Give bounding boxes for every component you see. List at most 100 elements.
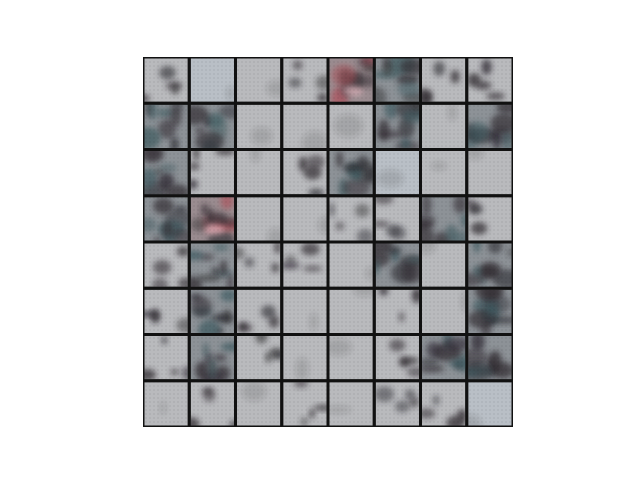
- tile: [144, 382, 188, 426]
- tile-texture: [144, 58, 188, 102]
- tile: [422, 382, 466, 426]
- tile-texture: [468, 336, 512, 380]
- tile-texture: [422, 197, 466, 241]
- tile: [283, 336, 327, 380]
- tile-texture: [190, 151, 234, 195]
- tile: [375, 289, 419, 333]
- tile-texture: [144, 151, 188, 195]
- tile-texture: [237, 151, 281, 195]
- tile: [329, 336, 373, 380]
- tile-texture: [468, 382, 512, 426]
- tile-texture: [144, 289, 188, 333]
- tile: [329, 151, 373, 195]
- tile: [375, 104, 419, 148]
- tile-texture: [283, 243, 327, 287]
- tile: [329, 58, 373, 102]
- tile-texture: [237, 104, 281, 148]
- tile: [468, 151, 512, 195]
- tile: [375, 382, 419, 426]
- tile-texture: [190, 382, 234, 426]
- tile-texture: [237, 197, 281, 241]
- tile: [190, 336, 234, 380]
- tile: [144, 289, 188, 333]
- tile-texture: [237, 58, 281, 102]
- tile: [422, 151, 466, 195]
- tile: [375, 336, 419, 380]
- tile-texture: [329, 243, 373, 287]
- tile: [468, 382, 512, 426]
- tile: [144, 151, 188, 195]
- tile-texture: [422, 58, 466, 102]
- tile-texture: [329, 289, 373, 333]
- tile: [144, 197, 188, 241]
- tile: [468, 58, 512, 102]
- tile-texture: [237, 243, 281, 287]
- tile: [468, 243, 512, 287]
- tile: [422, 336, 466, 380]
- tile: [422, 197, 466, 241]
- tile-texture: [190, 58, 234, 102]
- tile-texture: [144, 243, 188, 287]
- tile: [329, 197, 373, 241]
- tile-texture: [422, 289, 466, 333]
- tile-texture: [144, 336, 188, 380]
- tile-texture: [283, 151, 327, 195]
- tile-texture: [468, 243, 512, 287]
- tile-texture: [375, 104, 419, 148]
- tile-texture: [144, 197, 188, 241]
- tile: [329, 289, 373, 333]
- tile: [144, 58, 188, 102]
- tile-texture: [468, 289, 512, 333]
- tile-texture: [422, 104, 466, 148]
- tile-texture: [329, 382, 373, 426]
- tile: [237, 382, 281, 426]
- tile: [283, 289, 327, 333]
- tile: [237, 104, 281, 148]
- tile-texture: [283, 289, 327, 333]
- tile: [283, 58, 327, 102]
- tile-texture: [283, 104, 327, 148]
- tile: [144, 336, 188, 380]
- tile: [144, 104, 188, 148]
- tile: [375, 197, 419, 241]
- tile: [375, 243, 419, 287]
- tile-texture: [375, 197, 419, 241]
- tile-texture: [329, 151, 373, 195]
- tile-texture: [375, 58, 419, 102]
- tile-texture: [283, 197, 327, 241]
- tile: [190, 58, 234, 102]
- tile: [468, 197, 512, 241]
- tile-texture: [237, 382, 281, 426]
- tile: [144, 243, 188, 287]
- tile: [237, 58, 281, 102]
- tile: [375, 151, 419, 195]
- tile-texture: [144, 104, 188, 148]
- tile: [422, 243, 466, 287]
- tile: [283, 243, 327, 287]
- tile: [237, 289, 281, 333]
- tile-texture: [422, 382, 466, 426]
- tile: [237, 336, 281, 380]
- tile: [283, 382, 327, 426]
- tile-texture: [190, 336, 234, 380]
- tile: [190, 151, 234, 195]
- tile: [422, 289, 466, 333]
- tile-texture: [329, 104, 373, 148]
- tile: [329, 243, 373, 287]
- tile: [468, 104, 512, 148]
- tile: [329, 382, 373, 426]
- tile: [237, 197, 281, 241]
- tile-texture: [237, 289, 281, 333]
- tile-texture: [329, 58, 373, 102]
- tile: [237, 151, 281, 195]
- tile: [422, 104, 466, 148]
- tile: [283, 151, 327, 195]
- tile-texture: [237, 336, 281, 380]
- tile: [468, 289, 512, 333]
- tile-texture: [468, 58, 512, 102]
- tile-texture: [375, 289, 419, 333]
- tile-texture: [375, 151, 419, 195]
- tile-texture: [468, 104, 512, 148]
- tile: [190, 243, 234, 287]
